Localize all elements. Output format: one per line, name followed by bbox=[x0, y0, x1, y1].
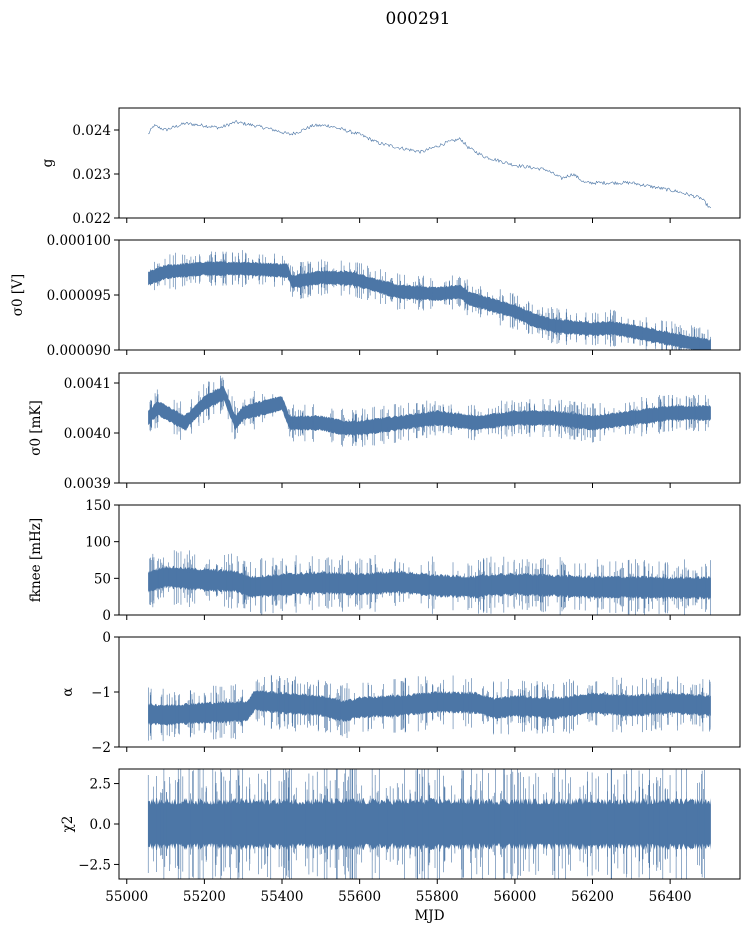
y-tick-label-sigma0-mk: 0.0041 bbox=[64, 376, 111, 392]
y-tick-label-sigma0-volts: 0.000090 bbox=[47, 343, 111, 359]
series-spikes-sigma0-volts bbox=[150, 250, 711, 350]
y-tick-label-sigma0-mk: 0.0040 bbox=[64, 426, 111, 442]
y-tick-label-alpha: −1 bbox=[91, 685, 111, 701]
panel-chi2: −2.5 0.0 2.5 χ2 bbox=[60, 768, 741, 884]
y-axis-label-fknee: fknee [mHz] bbox=[28, 518, 44, 602]
plot-frame-alpha bbox=[118, 636, 741, 748]
x-axis-label: MJD bbox=[414, 908, 444, 924]
series-spikes-alpha bbox=[148, 674, 711, 742]
figure-title: 000291 bbox=[386, 9, 451, 29]
plot-frame-g bbox=[118, 107, 741, 219]
series-spikes-chi2 bbox=[147, 769, 705, 879]
panel-sigma0-volts: 0.000090 0.000095 0.000100 σ0 [V] bbox=[10, 233, 741, 359]
panel-g: 0.022 0.023 0.024 g bbox=[40, 107, 741, 227]
x-tick-label: 55200 bbox=[183, 889, 226, 905]
panels: 0.0220.0230.024g0.0000900.0000950.000100… bbox=[10, 107, 741, 884]
x-tick-label: 56000 bbox=[493, 889, 536, 905]
y-tick-label-sigma0-volts: 0.000095 bbox=[47, 288, 111, 304]
series-spikes-sigma0-mk bbox=[149, 375, 709, 447]
panel-sigma0-mk: 0.0039 0.0040 0.0041 σ0 [mK] bbox=[28, 372, 741, 492]
y-tick-label-fknee: 100 bbox=[85, 535, 111, 551]
plot-frame-fknee bbox=[118, 504, 741, 616]
series-line-g bbox=[148, 120, 712, 209]
series-spikes-fknee bbox=[149, 550, 711, 615]
y-tick-label-sigma0-mk: 0.0039 bbox=[64, 476, 111, 492]
y-axis-label-chi2: χ2 bbox=[60, 816, 76, 833]
x-tick-label: 55000 bbox=[105, 889, 148, 905]
y-tick-label-fknee: 50 bbox=[94, 571, 111, 587]
x-tick-label: 55800 bbox=[416, 889, 459, 905]
panel-alpha: −2 −1 0 α bbox=[60, 630, 741, 756]
y-tick-label-alpha: −2 bbox=[91, 740, 111, 756]
x-tick-label: 56200 bbox=[571, 889, 614, 905]
y-tick-label-chi2: −2.5 bbox=[78, 857, 111, 873]
y-tick-label-fknee: 0 bbox=[102, 608, 111, 624]
y-tick-label-fknee: 150 bbox=[85, 498, 111, 514]
x-axis: 55000 55200 55400 55600 55800 56000 56200 56400… bbox=[105, 889, 691, 924]
x-tick-label: 56400 bbox=[649, 889, 692, 905]
y-axis-label-sigma0-volts: σ0 [V] bbox=[10, 274, 26, 316]
series-band-alpha bbox=[148, 690, 711, 727]
panel-fknee: 0 50 100 150 fknee [mHz] bbox=[28, 498, 741, 624]
y-tick-label-alpha: 0 bbox=[102, 630, 111, 646]
y-tick-label-g: 0.022 bbox=[72, 211, 111, 227]
y-axis-label-g: g bbox=[40, 158, 56, 167]
y-tick-label-chi2: 2.5 bbox=[90, 777, 111, 793]
series-band-sigma0-volts bbox=[148, 261, 711, 350]
y-tick-label-g: 0.024 bbox=[72, 123, 111, 139]
y-tick-label-chi2: 0.0 bbox=[90, 817, 111, 833]
x-tick-label: 55600 bbox=[338, 889, 381, 905]
series-band-sigma0-mk bbox=[148, 386, 711, 437]
x-tick-label: 55400 bbox=[261, 889, 304, 905]
y-tick-label-sigma0-volts: 0.000100 bbox=[47, 233, 111, 249]
y-tick-label-g: 0.023 bbox=[72, 167, 111, 183]
y-axis-label-alpha: α bbox=[60, 687, 76, 696]
plot-frame-sigma0-mk bbox=[118, 372, 741, 484]
y-axis-label-sigma0-mk: σ0 [mK] bbox=[28, 400, 44, 456]
